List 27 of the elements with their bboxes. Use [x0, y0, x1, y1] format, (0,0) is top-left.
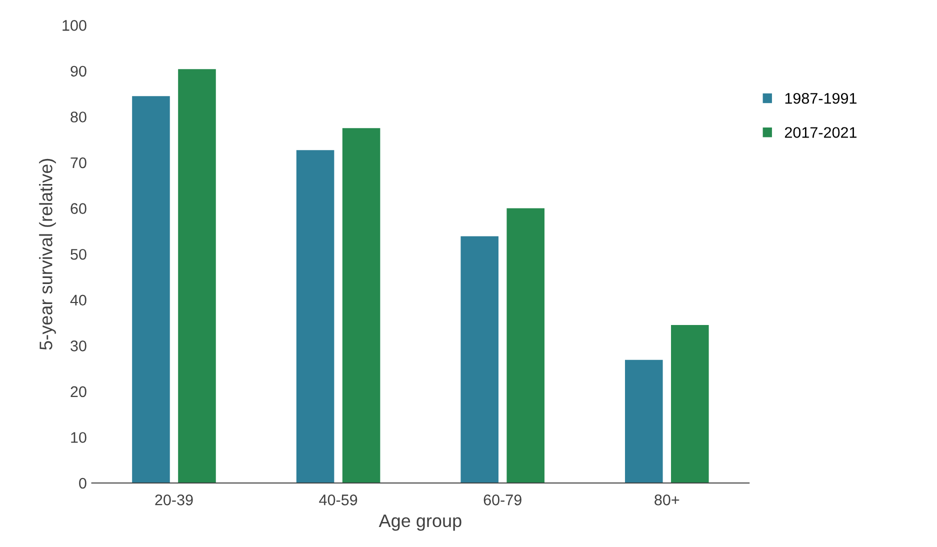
y-tick-label: 40: [70, 294, 86, 306]
bar: [178, 69, 216, 483]
bar: [460, 236, 498, 483]
y-tick-label: 20: [70, 386, 86, 398]
x-tick-label: 20-39: [155, 494, 193, 506]
x-tick-label: 40-59: [319, 494, 358, 506]
y-tick-label: 0: [79, 478, 86, 489]
bar: [506, 208, 544, 483]
bar: [671, 325, 709, 483]
bar: [132, 96, 170, 483]
bar: [296, 150, 334, 483]
y-tick-label: 60: [70, 203, 86, 214]
y-tick-label: 50: [70, 248, 86, 260]
x-axis-title: Age group: [378, 514, 462, 531]
y-axis-title: 5-year survival (relative): [39, 158, 56, 350]
legend-label: 2017-2021: [784, 127, 856, 138]
y-tick-label: 10: [71, 432, 86, 443]
y-tick-label: 30: [70, 340, 86, 352]
bar: [624, 360, 663, 483]
legend-label: 1987-1991: [785, 92, 856, 104]
y-tick-label: 80: [70, 112, 86, 122]
bar: [342, 128, 380, 483]
x-tick-label: 80+: [654, 494, 680, 506]
x-tick-label: 60-79: [484, 494, 522, 506]
y-tick-label: 90: [70, 66, 86, 77]
y-tick-label: 70: [70, 157, 86, 168]
y-tick-label: 100: [62, 20, 86, 31]
